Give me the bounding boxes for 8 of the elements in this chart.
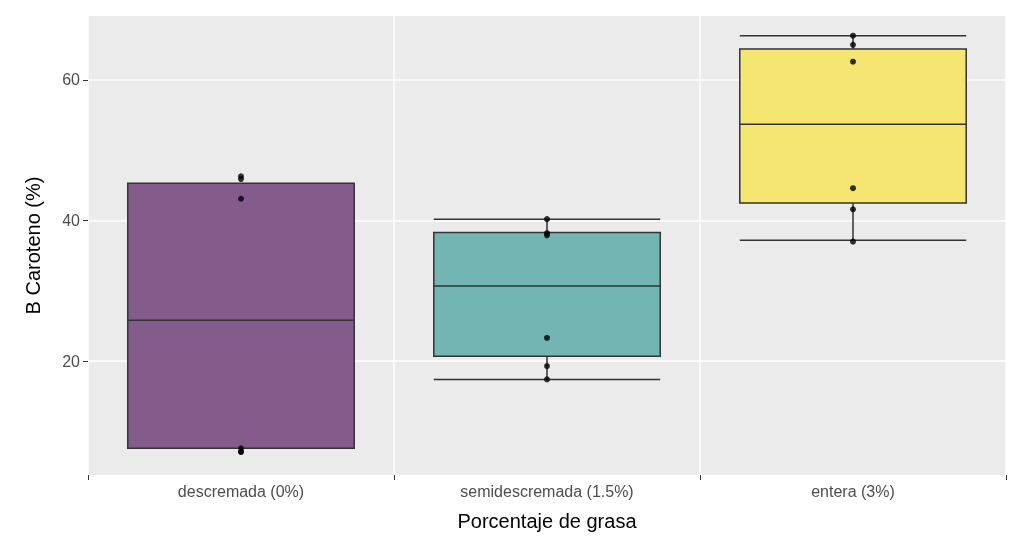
y-tick-label: 40: [62, 212, 81, 230]
x-tick-label: descremada (0%): [177, 482, 305, 500]
y-tick-label: 20: [62, 352, 81, 370]
y-axis-title: B Caroteno (%): [22, 176, 44, 315]
x-tick-label: entera (3%): [811, 482, 895, 500]
x-axis-title: Porcentaje de grasa: [457, 510, 638, 532]
y-tick-label: 60: [62, 71, 81, 89]
x-tick-label: semidescremada (1.5%): [460, 482, 634, 500]
